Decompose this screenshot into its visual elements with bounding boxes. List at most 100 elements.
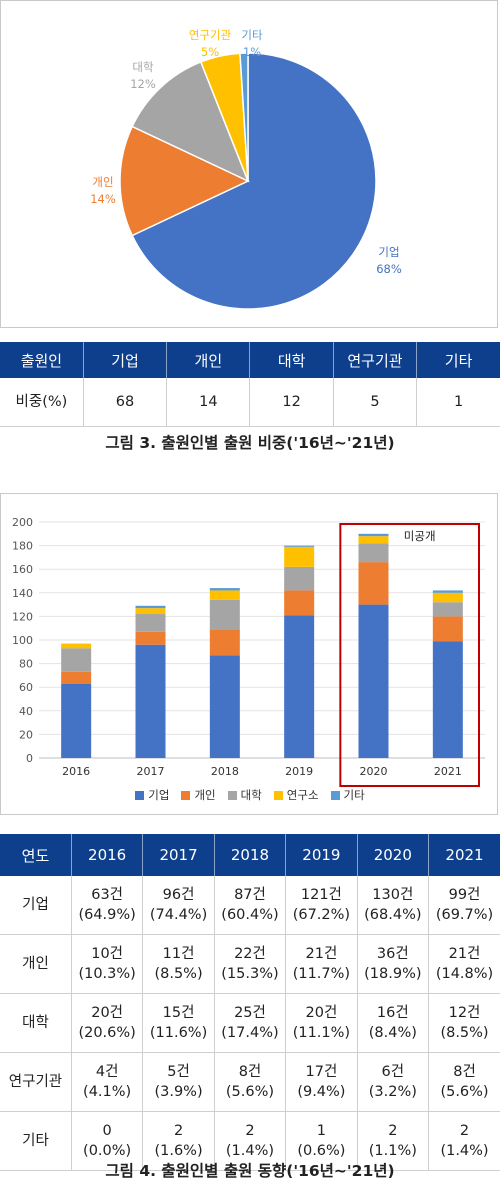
trend-cell: 2 (1.1%) xyxy=(356,1111,429,1171)
y-tick-label: 160 xyxy=(12,563,33,576)
trend-cell: 17건 (9.4%) xyxy=(285,1052,358,1112)
pie-value-대학: 12% xyxy=(130,77,156,91)
trend-cell-percent: (17.4%) xyxy=(221,1025,279,1041)
trend-cell: 11건 (8.5%) xyxy=(142,934,215,994)
trend-cell-percent: (9.4%) xyxy=(297,1084,346,1100)
trend-cell-count: 8건 xyxy=(453,1064,476,1080)
bar-segment-개인-2018 xyxy=(209,629,240,656)
pie-chart-frame: 기업 68% 개인 14% 대학 12% 연구기관 5% 기타 1% xyxy=(0,0,498,328)
bar-chart-frame: 0 20 40 60 80 100 120 140 160 180 200 2016 2017 2018 2… xyxy=(0,493,498,815)
pie-value-개인: 14% xyxy=(90,192,116,206)
legend-label: 개인 xyxy=(194,788,216,802)
trend-cell: 96건 (74.4%) xyxy=(142,876,215,935)
share-header-cell: 연구기관 xyxy=(332,342,417,378)
share-cell: 5 xyxy=(332,378,417,427)
bar-segment-대학-2021 xyxy=(432,602,463,617)
trend-header-cell: 2019 xyxy=(285,834,358,876)
trend-cell: 20건 (11.1%) xyxy=(285,993,358,1053)
bar-segment-기업-2021 xyxy=(432,641,463,758)
share-header-cell: 대학 xyxy=(249,342,334,378)
x-tick-label: 2016 xyxy=(62,765,90,778)
bar-segment-기타-2018 xyxy=(209,588,240,591)
trend-row: 대학 20건 (20.6%) 15건 (11.6%) 25건 (17.4%) 20건 (11.1… xyxy=(0,993,500,1053)
bar-segment-연구소-2020 xyxy=(358,536,389,544)
trend-cell: 99건 (69.7%) xyxy=(428,876,500,935)
trend-cell: 2 (1.4%) xyxy=(213,1111,286,1171)
pie-value-연구기관: 5% xyxy=(201,45,219,59)
trend-cell: 12건 (8.5%) xyxy=(428,993,500,1053)
pie-label-기타: 기타 xyxy=(241,28,263,42)
legend-label: 기업 xyxy=(148,788,170,802)
bar-segment-개인-2020 xyxy=(358,562,389,605)
trend-cell-percent: (20.6%) xyxy=(78,1025,136,1041)
trend-cell-percent: (8.5%) xyxy=(154,966,203,982)
trend-cell-count: 20건 xyxy=(305,1005,338,1021)
pie-slice-개인 xyxy=(119,125,250,237)
legend-swatch xyxy=(330,791,340,800)
x-tick-label: 2020 xyxy=(360,765,388,778)
pie-value-기타: 1% xyxy=(243,45,261,59)
trend-cell-count: 22건 xyxy=(234,946,266,962)
trend-cell-percent: (0.6%) xyxy=(297,1143,346,1159)
trend-cell-count: 1 xyxy=(316,1123,327,1139)
trend-row-label: 기업 xyxy=(0,876,72,935)
trend-cell-count: 25건 xyxy=(234,1005,266,1021)
trend-cell-count: 2 xyxy=(459,1123,470,1139)
share-cell: 68 xyxy=(82,378,167,427)
trend-header-cell: 2016 xyxy=(70,834,143,876)
trend-row-label: 대학 xyxy=(0,993,72,1053)
legend-label: 연구소 xyxy=(286,788,319,802)
y-tick-label: 140 xyxy=(12,587,33,600)
trend-cell-percent: (1.4%) xyxy=(440,1143,489,1159)
trend-cell: 21건 (14.8%) xyxy=(428,934,500,994)
share-table: 출원인 기업 개인 대학 연구기관 기타 비중(%) 68 14 12 5 1 xyxy=(0,342,500,427)
share-table-row: 비중(%) 68 14 12 5 1 xyxy=(0,378,500,427)
bar-segment-연구소-2018 xyxy=(209,590,240,600)
trend-cell-percent: (11.7%) xyxy=(292,966,351,982)
x-tick-label: 2021 xyxy=(434,765,462,778)
share-header-cell: 출원인 xyxy=(0,342,84,378)
trend-cell-percent: (11.1%) xyxy=(292,1025,351,1041)
bar-segment-대학-2016 xyxy=(61,648,92,672)
bar-segment-대학-2018 xyxy=(209,599,240,630)
trend-cell-count: 2 xyxy=(173,1123,184,1139)
bar-segment-연구소-2017 xyxy=(135,608,166,615)
bar-segment-개인-2017 xyxy=(135,631,166,645)
trend-cell-count: 5건 xyxy=(167,1064,190,1080)
share-cell: 12 xyxy=(249,378,334,427)
trend-cell: 2 (1.4%) xyxy=(428,1111,500,1171)
pie-chart: 기업 68% 개인 14% 대학 12% 연구기관 5% 기타 1% xyxy=(90,28,402,310)
trend-cell-percent: (3.2%) xyxy=(368,1084,417,1100)
trend-cell-percent: (10.3%) xyxy=(78,966,136,982)
legend-label: 기타 xyxy=(343,788,365,802)
trend-cell: 63건 (64.9%) xyxy=(70,876,143,935)
share-table-header: 출원인 기업 개인 대학 연구기관 기타 xyxy=(0,342,500,378)
trend-cell: 36건 (18.9%) xyxy=(356,934,429,994)
pie-label-대학: 대학 xyxy=(132,60,154,74)
trend-header-cell: 2017 xyxy=(142,834,215,876)
trend-cell-count: 99건 xyxy=(448,887,481,903)
trend-cell-percent: (60.4%) xyxy=(221,907,279,923)
bar-segment-기업-2019 xyxy=(284,615,315,758)
trend-cell-percent: (64.9%) xyxy=(78,907,136,923)
trend-cell-percent: (69.7%) xyxy=(435,907,494,923)
trend-cell-count: 36건 xyxy=(376,946,409,962)
bar-segment-대학-2020 xyxy=(358,543,389,563)
x-tick-label: 2019 xyxy=(285,765,313,778)
trend-cell-percent: (67.2%) xyxy=(292,907,351,923)
trend-cell-count: 87건 xyxy=(234,887,266,903)
trend-row-label: 개인 xyxy=(0,934,72,994)
trend-cell-count: 11건 xyxy=(162,946,195,962)
trend-cell: 16건 (8.4%) xyxy=(356,993,429,1053)
trend-cell: 2 (1.6%) xyxy=(142,1111,215,1171)
x-tick-label: 2018 xyxy=(211,765,239,778)
bar-chart-legend: 기업 개인 대학 연구소 기타 xyxy=(0,787,500,803)
bar-segment-기업-2020 xyxy=(358,604,389,758)
trend-row: 기업 63건 (64.9%) 96건 (74.4%) 87건 (60.4%) 121건 (67.… xyxy=(0,876,500,935)
legend-swatch xyxy=(135,791,145,800)
bar-segment-개인-2021 xyxy=(432,616,463,642)
bar-segment-대학-2019 xyxy=(284,566,315,591)
legend-item-기타: 기타 xyxy=(330,787,365,803)
trend-header-cell: 2018 xyxy=(213,834,286,876)
legend-item-대학: 대학 xyxy=(227,787,262,803)
